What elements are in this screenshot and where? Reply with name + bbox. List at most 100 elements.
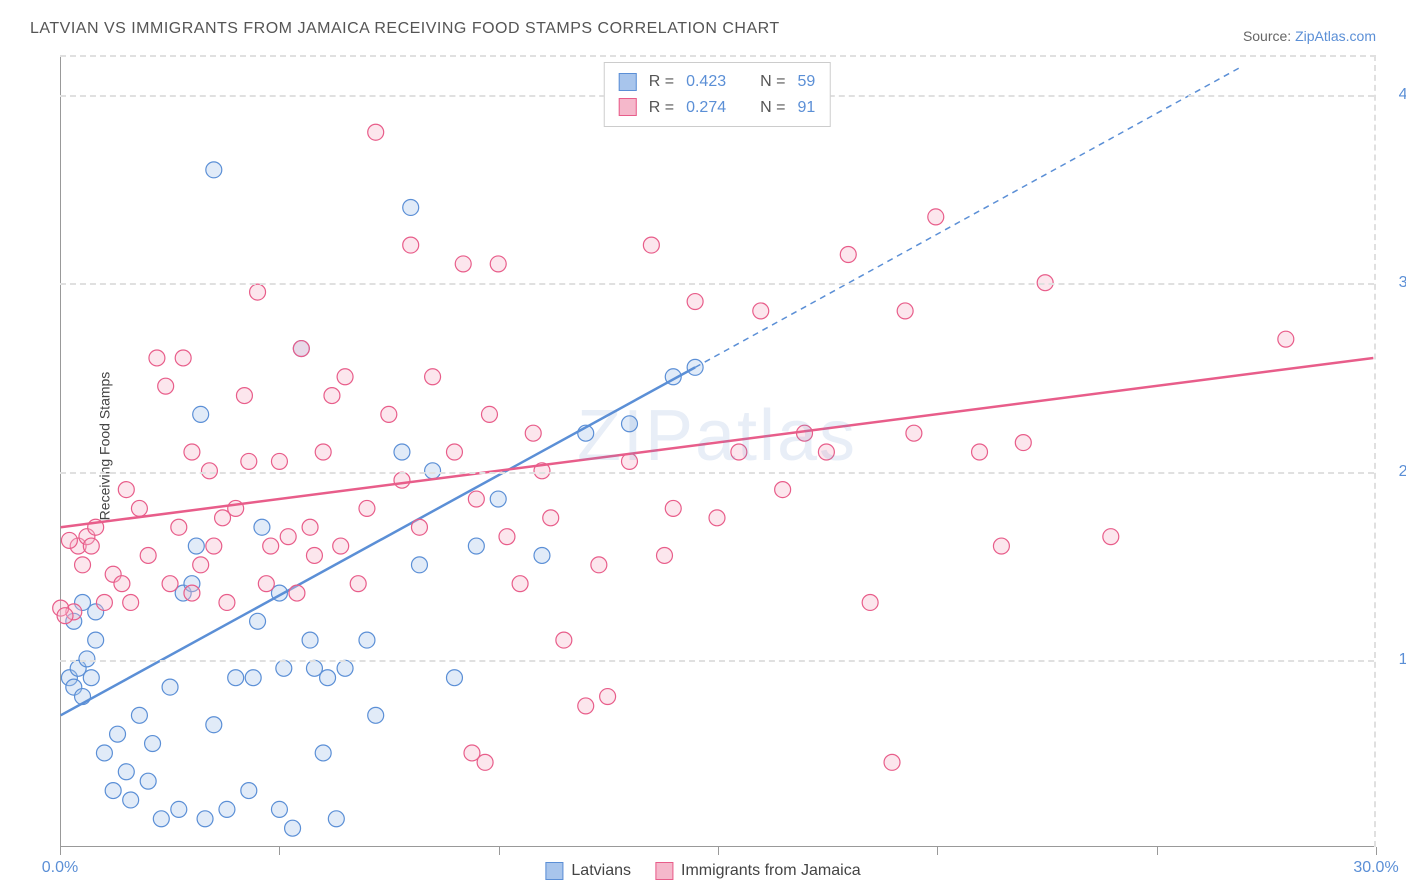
x-tick <box>60 847 61 855</box>
scatter-point <box>657 547 673 563</box>
scatter-point <box>350 576 366 592</box>
scatter-point <box>425 463 441 479</box>
scatter-point <box>411 519 427 535</box>
scatter-point <box>276 660 292 676</box>
x-tick-label: 0.0% <box>42 859 78 877</box>
scatter-point <box>140 773 156 789</box>
legend-swatch <box>655 862 673 880</box>
scatter-point <box>271 801 287 817</box>
scatter-point <box>131 707 147 723</box>
scatter-point <box>512 576 528 592</box>
scatter-point <box>731 444 747 460</box>
scatter-point <box>219 801 235 817</box>
gridline-h <box>60 283 1374 285</box>
scatter-point <box>293 341 309 357</box>
legend-n-label: N = <box>760 95 785 121</box>
scatter-point <box>184 444 200 460</box>
scatter-point <box>556 632 572 648</box>
legend-swatch <box>619 98 637 116</box>
scatter-point <box>184 585 200 601</box>
scatter-point <box>171 519 187 535</box>
scatter-point <box>219 594 235 610</box>
legend-r-value: 0.274 <box>686 95 726 121</box>
scatter-point <box>394 444 410 460</box>
scatter-point <box>359 632 375 648</box>
scatter-point <box>499 529 515 545</box>
scatter-point <box>884 754 900 770</box>
scatter-point <box>197 811 213 827</box>
y-tick-label: 20.0% <box>1399 463 1406 481</box>
x-tick-label: 30.0% <box>1353 859 1398 877</box>
scatter-point <box>96 594 112 610</box>
scatter-point <box>118 764 134 780</box>
y-tick-label: 10.0% <box>1399 651 1406 669</box>
trend-line <box>61 367 695 715</box>
scatter-point <box>123 792 139 808</box>
scatter-point <box>818 444 834 460</box>
legend-r-value: 0.423 <box>686 69 726 95</box>
source-attribution: Source: ZipAtlas.com <box>1243 28 1376 44</box>
scatter-point <box>241 453 257 469</box>
scatter-point <box>403 199 419 215</box>
scatter-point <box>359 500 375 516</box>
scatter-point <box>446 444 462 460</box>
scatter-point <box>320 670 336 686</box>
scatter-svg <box>60 57 1374 847</box>
x-tick <box>718 847 719 855</box>
scatter-point <box>254 519 270 535</box>
scatter-point <box>972 444 988 460</box>
scatter-point <box>709 510 725 526</box>
scatter-point <box>490 256 506 272</box>
scatter-point <box>455 256 471 272</box>
scatter-point <box>543 510 559 526</box>
scatter-point <box>665 500 681 516</box>
scatter-point <box>468 538 484 554</box>
scatter-point <box>79 651 95 667</box>
scatter-point <box>481 406 497 422</box>
scatter-point <box>57 608 73 624</box>
scatter-point <box>241 783 257 799</box>
legend-n-label: N = <box>760 69 785 95</box>
source-link[interactable]: ZipAtlas.com <box>1295 28 1376 44</box>
scatter-point <box>250 613 266 629</box>
scatter-point <box>153 811 169 827</box>
scatter-point <box>477 754 493 770</box>
trend-line <box>61 358 1374 527</box>
scatter-point <box>289 585 305 601</box>
scatter-point <box>862 594 878 610</box>
legend-n-value: 59 <box>797 69 815 95</box>
scatter-point <box>263 538 279 554</box>
scatter-point <box>105 783 121 799</box>
scatter-point <box>1278 331 1294 347</box>
x-tick <box>1157 847 1158 855</box>
scatter-point <box>490 491 506 507</box>
scatter-point <box>306 547 322 563</box>
scatter-point <box>158 378 174 394</box>
scatter-point <box>993 538 1009 554</box>
scatter-point <box>687 294 703 310</box>
scatter-point <box>446 670 462 686</box>
scatter-point <box>188 538 204 554</box>
legend-stats-row: R = 0.274 N = 91 <box>619 95 816 121</box>
scatter-point <box>468 491 484 507</box>
x-tick <box>937 847 938 855</box>
scatter-point <box>280 529 296 545</box>
scatter-point <box>193 557 209 573</box>
legend-r-label: R = <box>649 69 674 95</box>
scatter-point <box>897 303 913 319</box>
y-tick-label: 30.0% <box>1399 274 1406 292</box>
scatter-point <box>162 679 178 695</box>
scatter-point <box>236 388 252 404</box>
scatter-point <box>337 660 353 676</box>
scatter-point <box>840 247 856 263</box>
scatter-point <box>368 124 384 140</box>
scatter-point <box>96 745 112 761</box>
scatter-point <box>906 425 922 441</box>
legend-item: Immigrants from Jamaica <box>655 862 861 880</box>
scatter-point <box>193 406 209 422</box>
scatter-point <box>285 820 301 836</box>
scatter-point <box>140 547 156 563</box>
scatter-point <box>1103 529 1119 545</box>
scatter-point <box>271 453 287 469</box>
scatter-point <box>591 557 607 573</box>
